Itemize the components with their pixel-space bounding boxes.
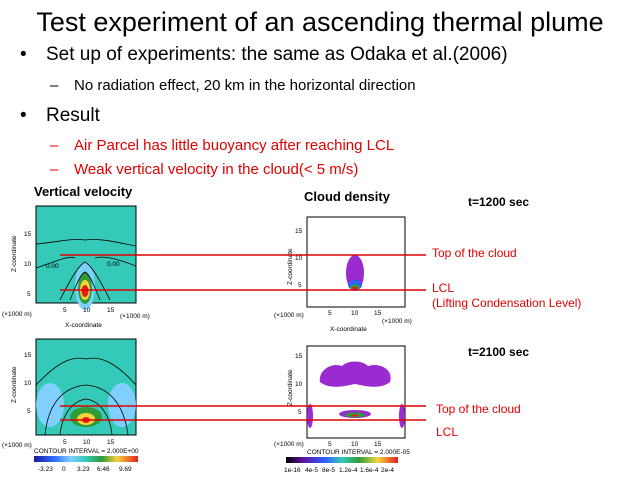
cloud-plot-2100: 5 10 15 5 10 15 (×1000 m) CONTOUR INTERV… (274, 345, 410, 474)
z-tick: 10 (295, 255, 303, 262)
z-unit: (×1000 m) (274, 312, 304, 319)
cloud-region (399, 404, 405, 428)
colorbar-tick: 4e-5 (305, 467, 318, 474)
x-tick: 5 (328, 310, 332, 317)
contour-label: 0.00 (107, 261, 120, 268)
x-tick: 5 (63, 439, 67, 446)
cloud-plot-1200: 5 10 15 5 10 15 (×1000 m) (×1000 m) X-co… (274, 216, 412, 333)
z-tick: 10 (24, 261, 32, 268)
dash-glyph: – (50, 161, 59, 178)
colorbar-tick: 1e-16 (284, 467, 301, 474)
sub-bullet-no-radiation: – No radiation effect, 20 km in the horiz… (50, 76, 416, 96)
bullet-setup-text: Set up of experiments: the same as Odaka… (46, 44, 508, 65)
vertical-velocity-title: Vertical velocity (34, 184, 133, 199)
cloud-region (319, 361, 391, 387)
z-tick: 15 (24, 231, 32, 238)
z-unit: (×1000 m) (2, 442, 32, 449)
z-tick: 5 (27, 291, 31, 298)
sub-bullet-no-radiation-text: No radiation effect, 20 km in the horizo… (74, 77, 416, 94)
x-tick: 5 (63, 307, 67, 314)
sub-bullet-weak-velocity: – Weak vertical velocity in the cloud(< 5… (50, 160, 358, 180)
x-tick: 15 (374, 441, 382, 448)
x-tick: 15 (374, 310, 382, 317)
contour-line (35, 256, 137, 269)
z-tick: 10 (24, 380, 32, 387)
contour-label: 0.00 (46, 263, 59, 270)
colorbar-tick: 6.46 (97, 466, 110, 473)
slide-title: Test experiment of an ascending thermal … (36, 7, 604, 37)
contour-line (44, 384, 129, 436)
x-tick: 10 (351, 441, 359, 448)
z-unit: (×1000 m) (2, 311, 32, 318)
cloud-colorbar (286, 457, 398, 463)
bullet-glyph: • (20, 44, 27, 65)
z-axis-label: Z-coordinate (11, 366, 18, 403)
colorbar-tick: 1.6e-4 (360, 467, 379, 474)
z-unit: (×1000 m) (274, 441, 304, 448)
bullet-glyph: • (20, 105, 27, 126)
z-tick: 5 (298, 282, 302, 289)
bullet-setup: • Set up of experiments: the same as Odak… (20, 43, 508, 67)
x-tick: 15 (107, 439, 115, 446)
plot-area (306, 345, 406, 439)
x-tick: 5 (328, 441, 332, 448)
colorbar-tick: -3.23 (38, 466, 53, 473)
time-label-2100: t=2100 sec (468, 345, 530, 359)
cloud-core (351, 414, 359, 417)
z-axis-label: Z-coordinate (287, 248, 294, 285)
contour-line (35, 239, 137, 247)
annotation-top-of-cloud-1200: Top of the cloud (432, 246, 517, 260)
colorbar-tick: 9.69 (119, 466, 132, 473)
sub-bullet-weak-velocity-text: Weak vertical velocity in the cloud(< 5 … (74, 161, 359, 178)
x-tick: 10 (83, 307, 91, 314)
z-tick: 5 (298, 409, 302, 416)
contour-line (69, 271, 101, 301)
colorbar-tick: 3.23 (77, 466, 90, 473)
sub-bullet-buoyancy: – Air Parcel has little buoyancy after re… (50, 136, 394, 156)
colorbar-tick: 2e-4 (381, 467, 394, 474)
x-tick: 10 (83, 439, 91, 446)
contour-line (35, 357, 137, 386)
annotation-lcl-1200: LCL (432, 281, 455, 295)
colorbar-tick: 8e-5 (322, 467, 335, 474)
x-unit: (×1000 m) (382, 318, 412, 325)
annotation-lcl-full: (Lifting Condensation Level) (432, 296, 582, 310)
x-axis-label: X-coordinate (330, 326, 367, 333)
sub-bullet-buoyancy-text: Air Parcel has little buoyancy after rea… (74, 137, 395, 154)
z-tick: 5 (27, 408, 31, 415)
downdraft-region (108, 383, 136, 427)
cloud-contour-interval: CONTOUR INTERVAL = 2.000E-05 (307, 449, 410, 456)
x-axis-label: X-coordinate (65, 322, 102, 329)
z-tick: 10 (295, 381, 303, 388)
colorbar-tick: 0 (62, 466, 66, 473)
dash-glyph: – (50, 137, 59, 154)
z-axis-label: Z-coordinate (11, 235, 18, 272)
contour-line (59, 261, 111, 301)
time-label-1200: t=1200 sec (468, 195, 530, 209)
x-tick: 10 (351, 310, 359, 317)
cloud-density-title: Cloud density (304, 189, 390, 204)
colorbar-tick: 1.2e-4 (339, 467, 358, 474)
z-axis-label: Z-coordinate (287, 369, 294, 406)
dash-glyph: – (50, 77, 59, 94)
cloud-region (307, 404, 313, 428)
cloud-core (352, 286, 358, 290)
downdraft-region (36, 383, 64, 427)
annotation-lcl-2100: LCL (436, 425, 459, 439)
annotation-top-of-cloud-2100: Top of the cloud (436, 402, 521, 416)
z-tick: 15 (24, 352, 32, 359)
velocity-colorbar (34, 456, 138, 462)
bullet-result: • Result (20, 104, 100, 128)
updraft-core (81, 285, 89, 297)
z-tick: 15 (295, 353, 303, 360)
z-tick: 15 (295, 228, 303, 235)
x-unit: (×1000 m) (120, 313, 150, 320)
velocity-plot-2100: 5 10 15 5 10 15 (×1000 m) CONTOUR INTERV… (2, 338, 139, 473)
velocity-contour-interval: CONTOUR INTERVAL = 2.000E+00 (34, 448, 139, 455)
x-tick: 15 (107, 307, 115, 314)
bullet-result-text: Result (46, 105, 100, 126)
